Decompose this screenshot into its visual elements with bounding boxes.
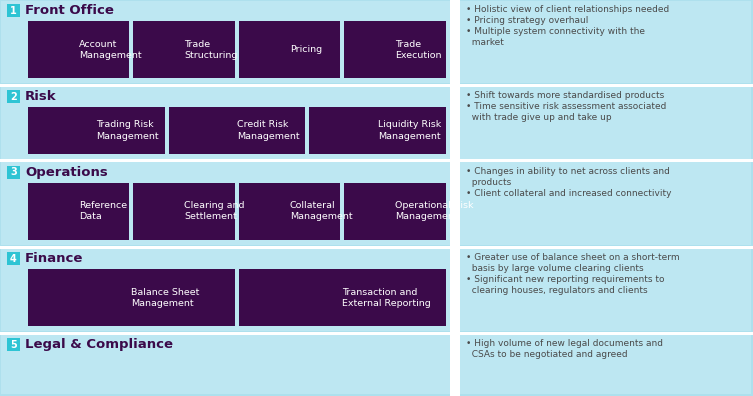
Text: Trading Risk
Management: Trading Risk Management <box>96 120 159 141</box>
Text: • Pricing strategy overhaul: • Pricing strategy overhaul <box>466 16 588 25</box>
Bar <box>0 246 753 249</box>
Text: Collateral
Management: Collateral Management <box>290 201 352 221</box>
Bar <box>239 183 340 240</box>
Bar <box>460 0 751 83</box>
Text: Liquidity Risk
Management: Liquidity Risk Management <box>378 120 441 141</box>
Bar <box>28 21 130 78</box>
Text: Credit Risk
Management: Credit Risk Management <box>237 120 300 141</box>
Text: • Shift towards more standardised products: • Shift towards more standardised produc… <box>466 91 664 100</box>
Bar <box>239 21 340 78</box>
Bar <box>1 249 450 331</box>
Bar <box>345 21 446 78</box>
Text: • Time sensitive risk assessment associated: • Time sensitive risk assessment associa… <box>466 102 666 111</box>
Text: products: products <box>466 178 511 187</box>
Bar <box>28 269 235 326</box>
Text: basis by large volume clearing clients: basis by large volume clearing clients <box>466 264 644 273</box>
Text: • High volume of new legal documents and: • High volume of new legal documents and <box>466 339 663 348</box>
Bar <box>1 0 450 83</box>
Bar <box>239 269 446 326</box>
Text: Operations: Operations <box>25 166 108 179</box>
Bar <box>460 87 751 159</box>
Bar <box>133 183 235 240</box>
Text: • Multiple system connectivity with the: • Multiple system connectivity with the <box>466 27 645 36</box>
Bar <box>7 90 20 103</box>
Text: • Client collateral and increased connectivity: • Client collateral and increased connec… <box>466 189 672 198</box>
Bar <box>450 0 460 396</box>
Text: 1: 1 <box>10 6 17 15</box>
Bar <box>0 332 753 335</box>
Text: Account
Management: Account Management <box>79 40 142 60</box>
Text: Operational Risk
Management: Operational Risk Management <box>395 201 474 221</box>
Text: Front Office: Front Office <box>25 4 114 17</box>
Bar <box>7 252 20 265</box>
Text: • Significant new reporting requirements to: • Significant new reporting requirements… <box>466 275 664 284</box>
Text: 2: 2 <box>10 92 17 102</box>
Text: with trade give up and take up: with trade give up and take up <box>466 113 611 122</box>
Text: Clearing and
Settlement: Clearing and Settlement <box>184 201 245 221</box>
Text: 4: 4 <box>10 253 17 263</box>
Bar <box>28 107 165 154</box>
Text: Trade
Execution: Trade Execution <box>395 40 442 60</box>
Text: 5: 5 <box>10 340 17 350</box>
Bar <box>7 166 20 179</box>
Bar <box>169 107 305 154</box>
Bar <box>28 183 130 240</box>
Bar <box>0 84 753 87</box>
Text: Finance: Finance <box>25 252 84 265</box>
Bar <box>1 162 450 245</box>
Text: • Holistic view of client relationships needed: • Holistic view of client relationships … <box>466 5 669 14</box>
Text: • Greater use of balance sheet on a short-term: • Greater use of balance sheet on a shor… <box>466 253 680 262</box>
Bar <box>309 107 446 154</box>
Bar <box>133 21 235 78</box>
Text: Risk: Risk <box>25 90 56 103</box>
Text: Balance Sheet
Management: Balance Sheet Management <box>132 287 200 308</box>
Bar <box>460 162 751 245</box>
Bar <box>1 87 450 159</box>
Text: clearing houses, regulators and clients: clearing houses, regulators and clients <box>466 286 648 295</box>
Bar <box>345 183 446 240</box>
Bar <box>1 335 450 394</box>
Text: Transaction and
External Reporting: Transaction and External Reporting <box>343 287 431 308</box>
Bar <box>7 338 20 351</box>
Text: Pricing: Pricing <box>290 45 322 54</box>
Bar <box>7 4 20 17</box>
Text: CSAs to be negotiated and agreed: CSAs to be negotiated and agreed <box>466 350 627 359</box>
Bar <box>460 335 751 394</box>
Bar <box>460 249 751 331</box>
Text: Legal & Compliance: Legal & Compliance <box>25 338 173 351</box>
Text: Trade
Structuring: Trade Structuring <box>184 40 238 60</box>
Bar <box>0 159 753 162</box>
Text: • Changes in ability to net across clients and: • Changes in ability to net across clien… <box>466 167 670 176</box>
Text: Reference
Data: Reference Data <box>79 201 127 221</box>
Text: market: market <box>466 38 504 47</box>
Text: 3: 3 <box>10 167 17 177</box>
